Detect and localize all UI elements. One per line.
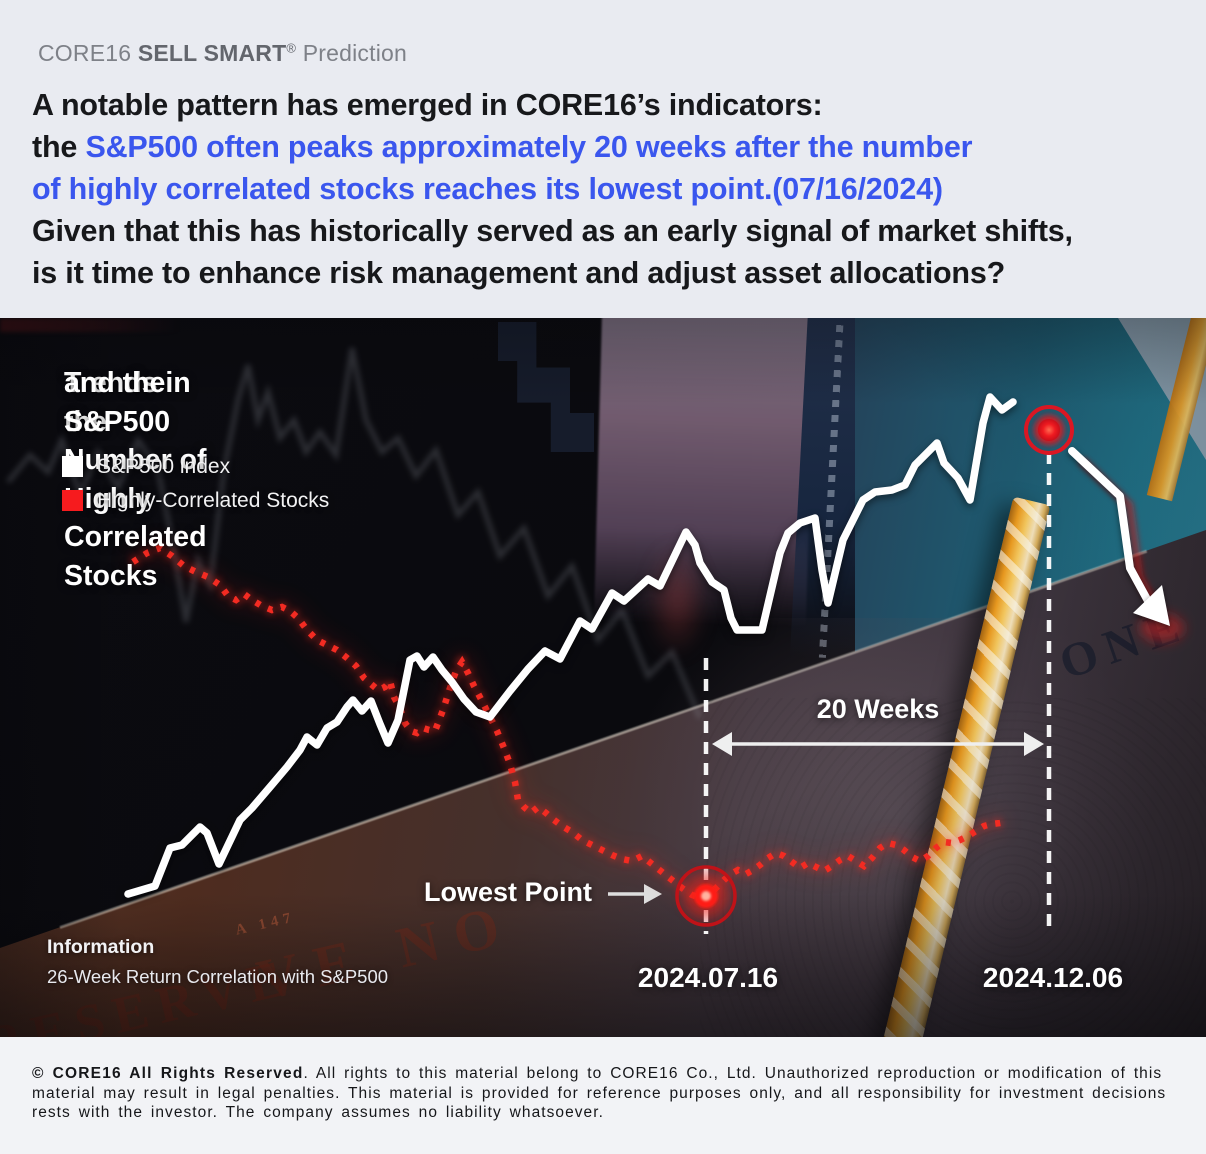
headline-line-2: the S&P500 often peaks approximately 20 … bbox=[32, 126, 1073, 168]
legend-label-sp500: S&P500 index bbox=[97, 454, 231, 478]
brand-prefix: CORE16 bbox=[38, 40, 132, 66]
copyright-rest: . All rights to this material belong to … bbox=[32, 1065, 1167, 1122]
interval-label: 20 Weeks bbox=[816, 694, 940, 724]
date-label-lowest: 2024.07.16 bbox=[637, 962, 779, 993]
forecast-arrow-head bbox=[1133, 585, 1170, 626]
interval-arrow-head-left bbox=[712, 732, 732, 756]
registered-mark: ® bbox=[286, 40, 297, 56]
info-title: Information bbox=[47, 936, 155, 958]
marker-lowest bbox=[675, 865, 737, 927]
chart-title-line-1: Trends in the Number of Highly Correlate… bbox=[64, 367, 207, 592]
footer-section: © CORE16 All Rights Reserved. All rights… bbox=[0, 1037, 1206, 1154]
info-text: 26-Week Return Correlation with S&P500 bbox=[47, 966, 389, 987]
interval-arrow bbox=[712, 732, 1044, 756]
brand-suffix: Prediction bbox=[302, 40, 408, 66]
chart-plot bbox=[6, 347, 1184, 934]
bg-maroon-strip bbox=[0, 318, 180, 332]
headline: A notable pattern has emerged in CORE16’… bbox=[32, 84, 1073, 294]
legend-label-correlated: Highly-Correlated Stocks bbox=[97, 488, 330, 512]
brand-line: CORE16 SELL SMART® Prediction bbox=[38, 40, 407, 67]
correlated-line bbox=[131, 544, 1007, 902]
headline-line-4: Given that this has historically served … bbox=[32, 214, 1073, 248]
copyright-bold: © CORE16 All Rights Reserved bbox=[32, 1065, 304, 1082]
lowest-point-label: Lowest Point bbox=[424, 877, 592, 907]
info-block: Information 26-Week Return Correlation w… bbox=[47, 936, 388, 988]
forecast-line bbox=[1068, 447, 1152, 605]
header-section: CORE16 SELL SMART® Prediction A notable … bbox=[0, 0, 1206, 318]
chart-title-line-2: and the S&P500 bbox=[64, 367, 171, 438]
headline-highlight-2: of highly correlated stocks reaches its … bbox=[32, 172, 943, 206]
headline-line-1: A notable pattern has emerged in CORE16’… bbox=[32, 88, 823, 122]
chart-section: A 147 VE NO RESERVE ONE bbox=[0, 318, 1206, 1037]
callout-arrow-head bbox=[644, 884, 662, 904]
headline-line-2-prefix: the bbox=[32, 130, 86, 164]
forecast-arrow-glow bbox=[1140, 614, 1184, 642]
headline-line-3: of highly correlated stocks reaches its … bbox=[32, 168, 1073, 210]
bg-faint-squiggle bbox=[6, 347, 703, 719]
interval-arrow-head-right bbox=[1024, 732, 1044, 756]
legend-swatch-red bbox=[62, 490, 83, 511]
legend: S&P500 index Highly-Correlated Stocks bbox=[62, 454, 330, 524]
headline-line-5: is it time to enhance risk management an… bbox=[32, 256, 1006, 290]
date-label-peak: 2024.12.06 bbox=[982, 962, 1124, 993]
bg-franklin-portrait bbox=[630, 618, 1150, 1037]
legend-item-sp500: S&P500 index bbox=[62, 454, 329, 478]
forecast-arrow-shadow bbox=[1077, 456, 1161, 613]
callout-arrow bbox=[608, 884, 662, 904]
brand-product: SELL SMART bbox=[137, 40, 287, 66]
legend-swatch-white bbox=[62, 456, 83, 477]
copyright-text: © CORE16 All Rights Reserved. All rights… bbox=[32, 1064, 1174, 1123]
marker-peak bbox=[1024, 405, 1074, 455]
sp500-line bbox=[124, 393, 1017, 898]
headline-highlight-1: S&P500 often peaks approximately 20 week… bbox=[85, 130, 973, 164]
legend-item-correlated: Highly-Correlated Stocks bbox=[62, 488, 330, 512]
